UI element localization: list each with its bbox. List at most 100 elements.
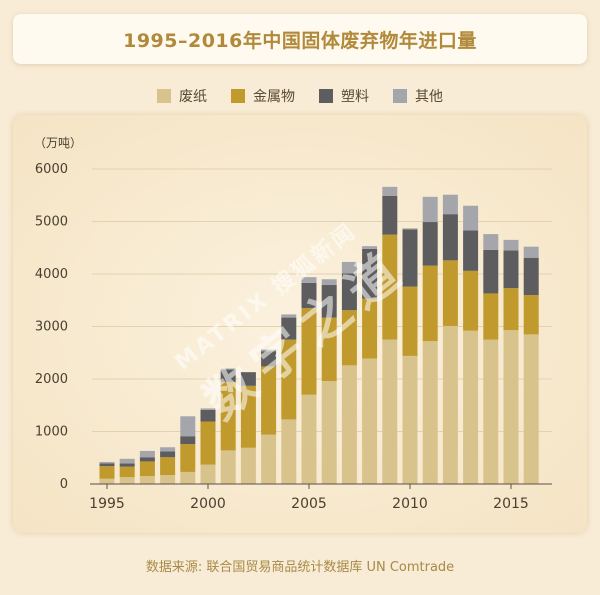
bar-segment [483, 339, 499, 484]
bar-segment [483, 293, 499, 340]
bar-segment [341, 365, 357, 484]
bar-segment [523, 246, 539, 258]
y-tick-label: 1000 [35, 425, 68, 440]
bar-segment [321, 317, 337, 382]
bar-segment [180, 444, 196, 472]
legend-label-paper: 废纸 [179, 89, 207, 105]
bar-segment [362, 358, 378, 484]
bar-segment [523, 334, 539, 484]
bar-segment [160, 451, 176, 458]
bar-segment [382, 186, 398, 196]
bar-segment [382, 234, 398, 340]
bar-segment [281, 317, 297, 340]
bar-segment [402, 286, 418, 356]
bar-segment [422, 265, 438, 342]
bar-segment [402, 228, 418, 230]
bar-segment [99, 466, 115, 479]
bar-segment [261, 349, 277, 352]
bar-segment [99, 478, 115, 484]
bar-segment [180, 436, 196, 445]
bar-segment [463, 330, 479, 484]
bar-segment [341, 310, 357, 366]
bar-segment [463, 230, 479, 271]
y-tick-label: 0 [60, 477, 68, 492]
bar-segment [362, 298, 378, 359]
legend-item-plastic: 塑料 [319, 86, 369, 106]
x-tick-label: 2000 [190, 496, 226, 512]
bar-segment [119, 466, 135, 478]
bar-segment [119, 463, 135, 467]
legend-label-other: 其他 [415, 89, 443, 105]
bar-segment [200, 421, 216, 465]
bar-segment [200, 409, 216, 422]
bar-segment [503, 330, 519, 484]
x-tick-label: 2005 [291, 496, 327, 512]
bar-segment [523, 257, 539, 295]
legend-swatch-paper [157, 89, 171, 103]
bar-segment [503, 250, 519, 289]
bar-segment [180, 471, 196, 484]
bar-segment [442, 214, 458, 261]
bar-segment [160, 475, 176, 484]
bar-segment [503, 288, 519, 331]
bar-segment [99, 461, 115, 464]
bar-segment [139, 457, 155, 462]
bar-segment [382, 195, 398, 235]
bar-segment [240, 385, 256, 448]
legend-label-plastic: 塑料 [341, 89, 369, 105]
bar-segment [261, 434, 277, 484]
bar-segment [281, 314, 297, 318]
bar-segment [422, 196, 438, 223]
legend-item-paper: 废纸 [157, 86, 207, 106]
bar-segment [442, 194, 458, 215]
bar-segment [220, 369, 236, 383]
x-tick-label: 1995 [89, 496, 125, 512]
legend-swatch-plastic [319, 89, 333, 103]
bar-segment [281, 419, 297, 484]
legend-item-other: 其他 [393, 86, 443, 106]
bar-segment [301, 282, 317, 309]
bar-segment [119, 458, 135, 464]
bar-segment [301, 277, 317, 283]
legend: 废纸 金属物 塑料 其他 [0, 86, 600, 106]
bar-segment [463, 205, 479, 231]
legend-item-metal: 金属物 [231, 86, 295, 106]
chart-title: 1995–2016年中国固体废弃物年进口量 [123, 29, 477, 52]
y-tick-label: 6000 [35, 162, 68, 177]
y-tick-label: 3000 [35, 320, 68, 335]
bar-segment [321, 285, 337, 318]
bar-segment [382, 339, 398, 484]
bar-segment [160, 447, 176, 452]
bar-segment [301, 308, 317, 395]
legend-label-metal: 金属物 [253, 89, 295, 105]
bar-segment [139, 461, 155, 477]
bar-segment [523, 295, 539, 335]
bar-segment [160, 457, 176, 476]
bar-segment [362, 246, 378, 249]
legend-swatch-other [393, 89, 407, 103]
source-note: 数据来源: 联合国贸易商品统计数据库 UN Comtrade [145, 560, 455, 575]
bar-segment [503, 239, 519, 251]
bar-segment [261, 351, 277, 367]
bar-segment [442, 260, 458, 326]
bar-segment [139, 476, 155, 484]
bar-segment [402, 355, 418, 484]
bar-segment [180, 416, 196, 437]
bar-segment [402, 229, 418, 287]
bar-segment [442, 325, 458, 484]
bar-segment [341, 273, 357, 311]
bar-segment [240, 447, 256, 484]
bar-segment [139, 450, 155, 458]
bar-segment [261, 366, 277, 435]
bar-segment [422, 222, 438, 266]
bar-segment [99, 463, 115, 467]
legend-swatch-metal [231, 89, 245, 103]
bar-segment [301, 394, 317, 484]
bar-segment [240, 372, 256, 386]
bar-segment [321, 279, 337, 286]
bar-segment [119, 477, 135, 484]
bar-segment [362, 248, 378, 299]
bar-segment [341, 261, 357, 274]
x-tick-label: 2010 [392, 496, 428, 512]
y-tick-label: 5000 [35, 215, 68, 230]
